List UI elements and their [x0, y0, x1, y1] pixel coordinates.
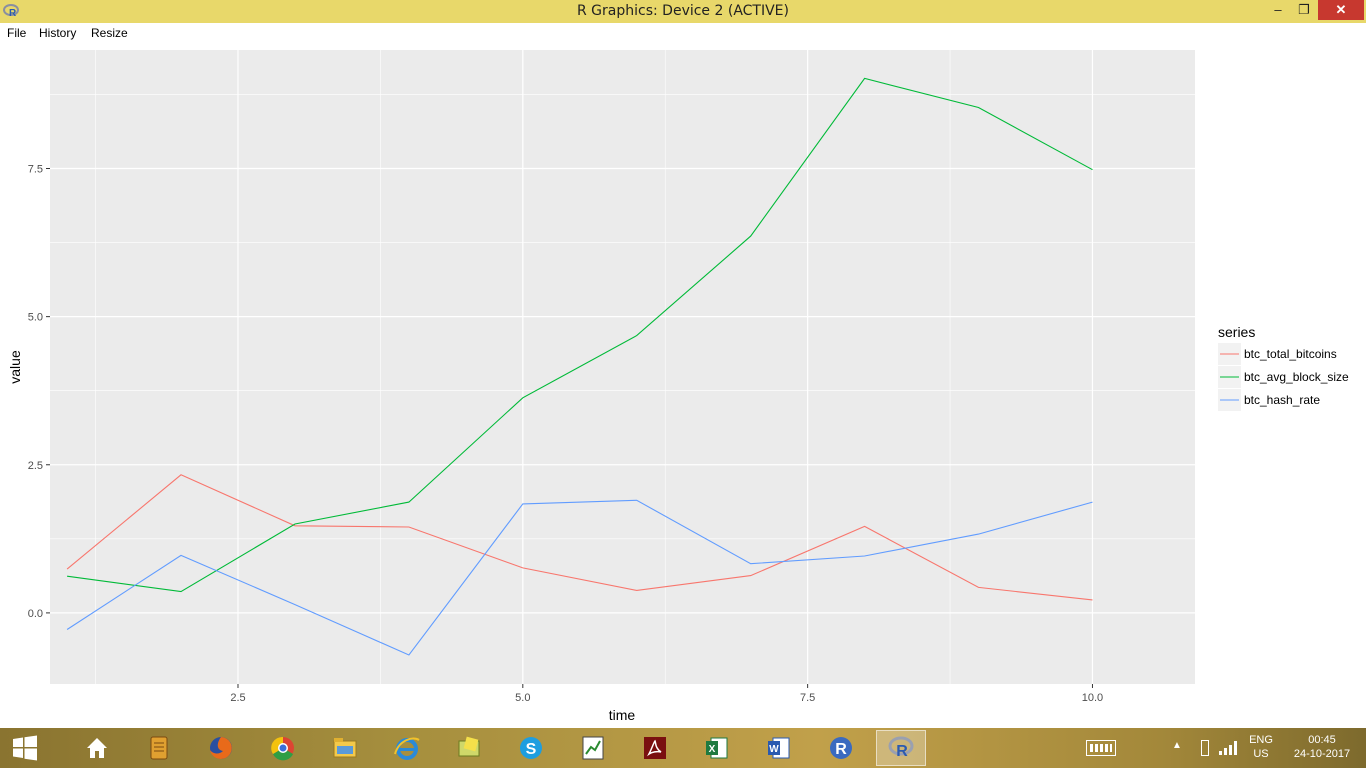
signal-bars [1219, 741, 1237, 755]
show-hidden-icons[interactable]: ▲ [1172, 740, 1182, 751]
taskbar-button-home[interactable] [72, 730, 122, 766]
x-tick-label: 7.5 [800, 692, 815, 704]
start-button[interactable] [0, 730, 50, 766]
taskbar-button-excel[interactable]: X [692, 730, 742, 766]
plot-area: 2.5 5.0 7.5 10.0 0.0 2.5 5.0 7.5 time value se… [0, 43, 1366, 728]
clock-time: 00:45 [1308, 734, 1336, 746]
firefox-icon [210, 737, 232, 759]
svg-text:R: R [896, 743, 908, 760]
y-tick-label: 7.5 [28, 164, 43, 176]
folder-notes-icon [458, 736, 480, 757]
close-button[interactable]: ✕ [1318, 0, 1364, 20]
menu-bar: File History Resize [0, 23, 1366, 43]
window-titlebar: R R Graphics: Device 2 (ACTIVE) – ❐ ✕ [0, 0, 1366, 23]
file-explorer-icon [333, 738, 357, 758]
clock[interactable]: 00:45 24-10-2017 [1284, 734, 1360, 760]
windows-logo-icon [13, 735, 37, 761]
taskbar: S X W R R ▲ ENG US 00:45 24-10-2017 [0, 728, 1366, 768]
y-axis-title: value [7, 350, 23, 384]
clock-date: 24-10-2017 [1293, 748, 1351, 760]
line-chart: 2.5 5.0 7.5 10.0 0.0 2.5 5.0 7.5 time value se… [7, 50, 1349, 723]
minor-grid [50, 50, 1195, 684]
y-tick-label: 0.0 [28, 608, 43, 620]
window-title: R Graphics: Device 2 (ACTIVE) [577, 3, 789, 19]
x-tick-label: 10.0 [1082, 692, 1103, 704]
minimize-button[interactable]: – [1274, 2, 1282, 17]
x-tick-label: 2.5 [230, 692, 245, 704]
legend-label: btc_avg_block_size [1244, 370, 1349, 384]
word-icon: W [768, 737, 790, 759]
y-axis-ticks: 0.0 2.5 5.0 7.5 [28, 164, 50, 620]
taskbar-button-folder-notes[interactable] [444, 730, 494, 766]
legend-label: btc_total_bitcoins [1244, 347, 1337, 361]
plot-panel [50, 50, 1195, 684]
svg-text:S: S [526, 741, 537, 758]
acrobat-icon [644, 737, 666, 759]
battery-icon[interactable] [1201, 740, 1209, 756]
svg-text:R: R [9, 8, 17, 19]
x-tick-label: 5.0 [515, 692, 530, 704]
internet-explorer-icon [394, 737, 420, 760]
y-tick-label: 2.5 [28, 460, 43, 472]
r-console-icon: R [830, 737, 852, 759]
taskbar-button-internet-explorer[interactable] [382, 730, 432, 766]
menu-history[interactable]: History [39, 26, 77, 40]
taskbar-button-word[interactable]: W [754, 730, 804, 766]
major-grid [50, 50, 1195, 684]
excel-icon: X [706, 737, 728, 759]
legend: series btc_total_bitcoins btc_avg_block_s… [1218, 324, 1349, 411]
taskbar-button-notes[interactable] [134, 730, 184, 766]
taskbar-button-r-console[interactable]: R [816, 730, 866, 766]
r-app-icon: R [3, 4, 19, 19]
network-signal-icon[interactable] [1219, 741, 1237, 755]
menu-resize[interactable]: Resize [91, 26, 128, 40]
taskbar-button-firefox[interactable] [196, 730, 246, 766]
keyboard-icon[interactable] [1086, 740, 1116, 756]
svg-text:X: X [709, 744, 716, 755]
chart-app-icon [582, 736, 604, 760]
notes-icon [150, 736, 168, 760]
menu-file[interactable]: File [7, 26, 27, 40]
x-axis-ticks: 2.5 5.0 7.5 10.0 [230, 684, 1103, 704]
taskbar-button-file-explorer[interactable] [320, 730, 370, 766]
region-code: US [1253, 748, 1269, 760]
legend-entries: btc_total_bitcoins btc_avg_block_size btc_… [1218, 343, 1349, 411]
y-tick-label: 5.0 [28, 312, 43, 324]
chrome-icon [271, 736, 294, 761]
language-code: ENG [1249, 734, 1273, 746]
svg-text:W: W [769, 744, 779, 755]
series-line-btc_hash_rate [66, 499, 1093, 656]
maximize-button[interactable]: ❐ [1298, 2, 1310, 17]
taskbar-button-acrobat[interactable] [630, 730, 680, 766]
taskbar-button-chart-app[interactable] [568, 730, 618, 766]
language-indicator[interactable]: ENG US [1246, 734, 1276, 760]
series-lines [66, 77, 1093, 656]
x-axis-title: time [609, 707, 636, 723]
series-line-btc_avg_block_size [67, 77, 1093, 593]
taskbar-button-chrome[interactable] [258, 730, 308, 766]
r-graphics-icon: R [888, 736, 914, 760]
legend-label: btc_hash_rate [1244, 393, 1320, 407]
skype-icon: S [520, 737, 542, 759]
svg-text:R: R [835, 741, 847, 758]
legend-title: series [1218, 324, 1255, 340]
taskbar-button-skype[interactable]: S [506, 730, 556, 766]
home-icon [87, 738, 107, 758]
taskbar-button-r-graphics[interactable]: R [876, 730, 926, 766]
series-line-btc_total_bitcoins [66, 474, 1093, 601]
